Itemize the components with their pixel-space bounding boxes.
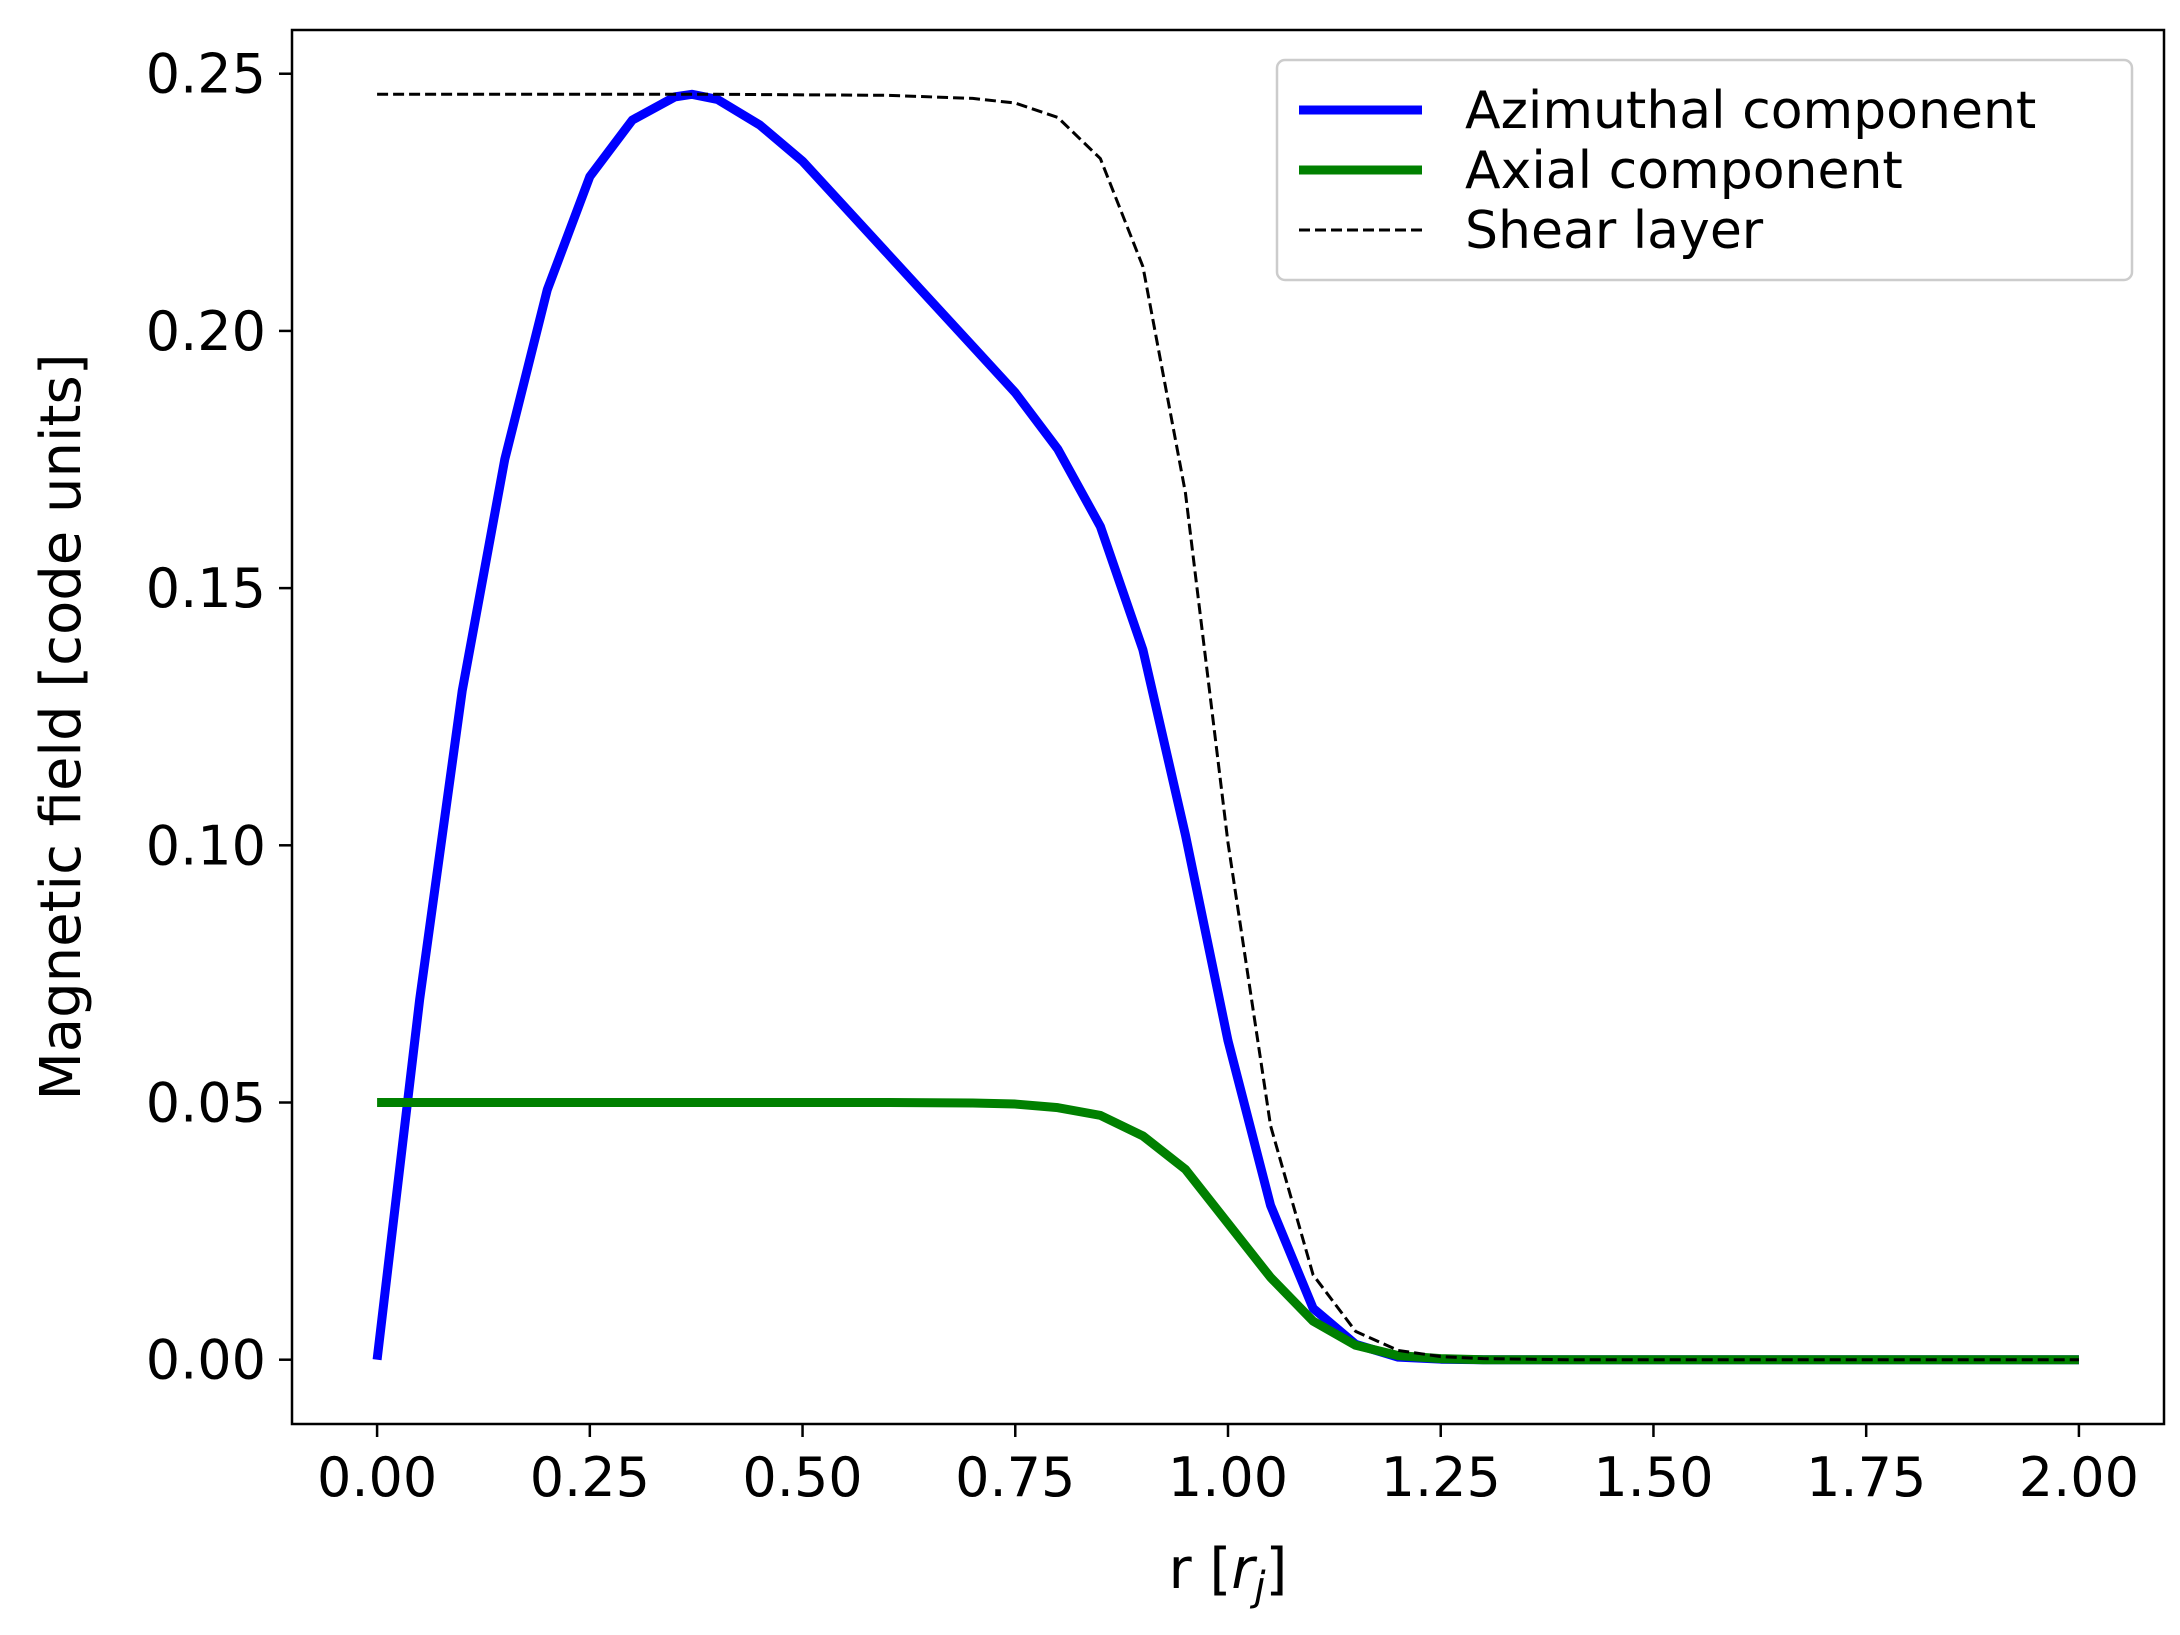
legend-box <box>1275 58 2134 282</box>
x-axis-label-main: r [ <box>1169 1537 1232 1602</box>
x-tick-label: 2.00 <box>2019 1446 2139 1509</box>
x-axis-label-sub: j <box>1249 1564 1266 1610</box>
series-line-axial-component <box>377 1098 2079 1365</box>
y-tick-label: 0.15 <box>146 557 266 620</box>
x-axis-label: r [rj] <box>1169 1537 1288 1610</box>
x-axis-label-var: r <box>1231 1537 1257 1602</box>
axes: 0.00 0.25 0.50 0.75 1.00 1.25 1.50 1.75 2.00 0.00… <box>29 28 2166 1610</box>
series-group <box>372 89 2079 1365</box>
x-tick-label: 0.75 <box>955 1446 1075 1509</box>
x-tick-label: 1.75 <box>1806 1446 1926 1509</box>
legend-label: Shear layer <box>1465 201 1764 261</box>
x-tick-label: 1.25 <box>1381 1446 1501 1509</box>
x-axis-label-close: ] <box>1265 1537 1287 1602</box>
y-axis-label: Magnetic field [code units] <box>29 353 94 1100</box>
y-tick-label: 0.05 <box>146 1072 266 1135</box>
series-line-shear-layer <box>377 92 2079 1362</box>
x-tick-label: 1.00 <box>1168 1446 1288 1509</box>
y-tick-label: 0.20 <box>146 300 266 363</box>
legend-label: Azimuthal component <box>1465 81 2036 141</box>
y-tick-label: 0.25 <box>146 43 266 106</box>
x-tick-label: 0.00 <box>317 1446 437 1509</box>
legend-label: Axial component <box>1465 141 1903 201</box>
x-tick-label: 0.50 <box>742 1446 862 1509</box>
y-tick-label: 0.10 <box>146 814 266 877</box>
y-tick-label: 0.00 <box>146 1329 266 1392</box>
plot-area <box>372 89 2079 1365</box>
x-tick-label: 0.25 <box>530 1446 650 1509</box>
x-tick-label: 1.50 <box>1593 1446 1713 1509</box>
